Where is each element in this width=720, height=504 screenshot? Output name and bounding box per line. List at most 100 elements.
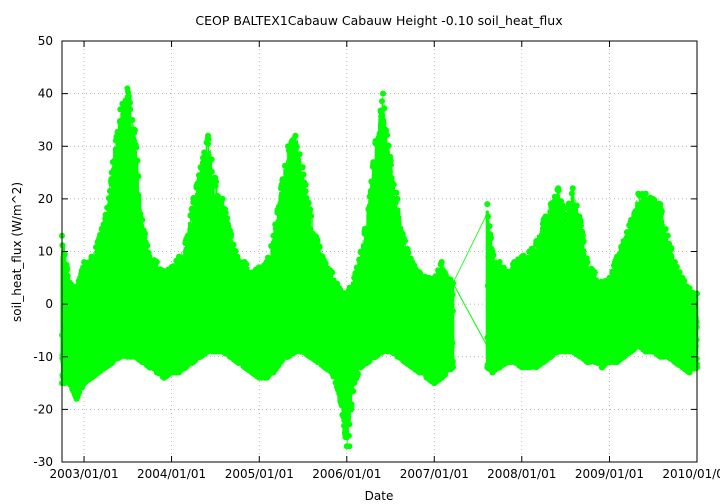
data-point bbox=[401, 311, 408, 318]
data-point bbox=[590, 311, 597, 318]
data-point bbox=[386, 259, 393, 266]
data-point bbox=[582, 287, 589, 294]
data-point bbox=[313, 300, 320, 307]
data-point bbox=[322, 310, 329, 316]
data-point bbox=[208, 168, 215, 175]
trough-point bbox=[423, 374, 430, 381]
data-point bbox=[659, 234, 666, 240]
peak-point bbox=[197, 164, 204, 171]
data-point bbox=[540, 296, 547, 303]
data-point bbox=[127, 106, 134, 113]
data-point bbox=[101, 301, 108, 308]
data-point bbox=[622, 316, 628, 322]
data-point bbox=[598, 302, 605, 309]
data-point bbox=[435, 284, 441, 291]
data-point bbox=[621, 266, 628, 273]
peak-point bbox=[357, 248, 364, 255]
data-point bbox=[522, 262, 529, 268]
data-point bbox=[658, 333, 665, 339]
peak-point bbox=[73, 285, 80, 292]
trough-point bbox=[197, 353, 204, 360]
data-point bbox=[406, 344, 413, 351]
peak-point bbox=[153, 259, 160, 265]
data-point bbox=[184, 255, 191, 262]
data-point bbox=[628, 333, 635, 340]
data-point bbox=[80, 364, 87, 370]
trough-point bbox=[416, 369, 423, 376]
data-point bbox=[638, 233, 645, 240]
data-point bbox=[412, 343, 418, 350]
data-point bbox=[221, 289, 227, 295]
data-point bbox=[208, 316, 215, 323]
data-point bbox=[218, 273, 224, 279]
data-point bbox=[282, 314, 289, 321]
data-point bbox=[386, 234, 393, 241]
trough-point bbox=[307, 353, 314, 360]
data-point bbox=[208, 156, 215, 163]
trough-point bbox=[526, 364, 533, 371]
data-point bbox=[422, 295, 429, 301]
data-point bbox=[633, 332, 640, 339]
data-point bbox=[300, 171, 307, 178]
data-point bbox=[166, 327, 173, 334]
data-point bbox=[365, 269, 372, 276]
peak-point bbox=[606, 274, 613, 281]
data-point bbox=[284, 232, 291, 239]
data-point bbox=[269, 306, 276, 313]
data-point bbox=[139, 341, 146, 348]
data-point bbox=[383, 341, 390, 348]
data-point bbox=[106, 188, 113, 194]
peak-point bbox=[124, 85, 131, 92]
peak-point bbox=[416, 269, 423, 276]
data-point bbox=[406, 320, 413, 327]
data-point bbox=[369, 247, 376, 254]
data-point bbox=[645, 295, 652, 302]
data-point bbox=[632, 208, 639, 215]
data-point bbox=[317, 293, 324, 300]
data-point bbox=[586, 292, 593, 298]
data-point bbox=[334, 375, 341, 382]
data-point bbox=[222, 209, 229, 216]
trough-point bbox=[504, 359, 511, 365]
data-point bbox=[381, 223, 388, 230]
data-point bbox=[521, 280, 528, 287]
trough-point bbox=[168, 369, 175, 376]
data-point bbox=[284, 211, 291, 218]
data-point bbox=[365, 303, 372, 310]
data-point bbox=[384, 319, 391, 326]
peak-point bbox=[496, 259, 503, 265]
data-point bbox=[268, 326, 275, 333]
data-point bbox=[630, 246, 637, 253]
data-point bbox=[510, 341, 517, 348]
data-point bbox=[348, 401, 355, 408]
data-point bbox=[113, 332, 120, 339]
data-point bbox=[405, 291, 411, 298]
data-point bbox=[193, 316, 200, 323]
trough-point bbox=[66, 380, 73, 387]
peak-point bbox=[540, 216, 547, 223]
data-point bbox=[392, 253, 399, 260]
data-point bbox=[639, 270, 646, 277]
data-point bbox=[107, 350, 114, 357]
data-point bbox=[76, 300, 83, 307]
trough-point bbox=[161, 374, 168, 381]
data-point bbox=[272, 240, 279, 247]
data-point bbox=[302, 256, 309, 262]
plot-area bbox=[59, 85, 700, 450]
peak-point bbox=[234, 253, 241, 260]
data-point bbox=[159, 284, 166, 291]
data-point bbox=[432, 361, 439, 368]
peak-point bbox=[526, 248, 533, 255]
data-point bbox=[92, 278, 99, 285]
peak-point bbox=[146, 253, 153, 260]
data-point bbox=[288, 313, 294, 319]
data-point bbox=[339, 331, 346, 338]
data-point bbox=[544, 241, 551, 248]
data-point bbox=[535, 254, 542, 261]
data-point bbox=[651, 240, 658, 247]
data-point bbox=[212, 214, 219, 221]
data-point bbox=[575, 304, 582, 311]
data-point bbox=[562, 326, 568, 333]
data-point bbox=[206, 341, 213, 348]
data-point bbox=[567, 201, 574, 208]
